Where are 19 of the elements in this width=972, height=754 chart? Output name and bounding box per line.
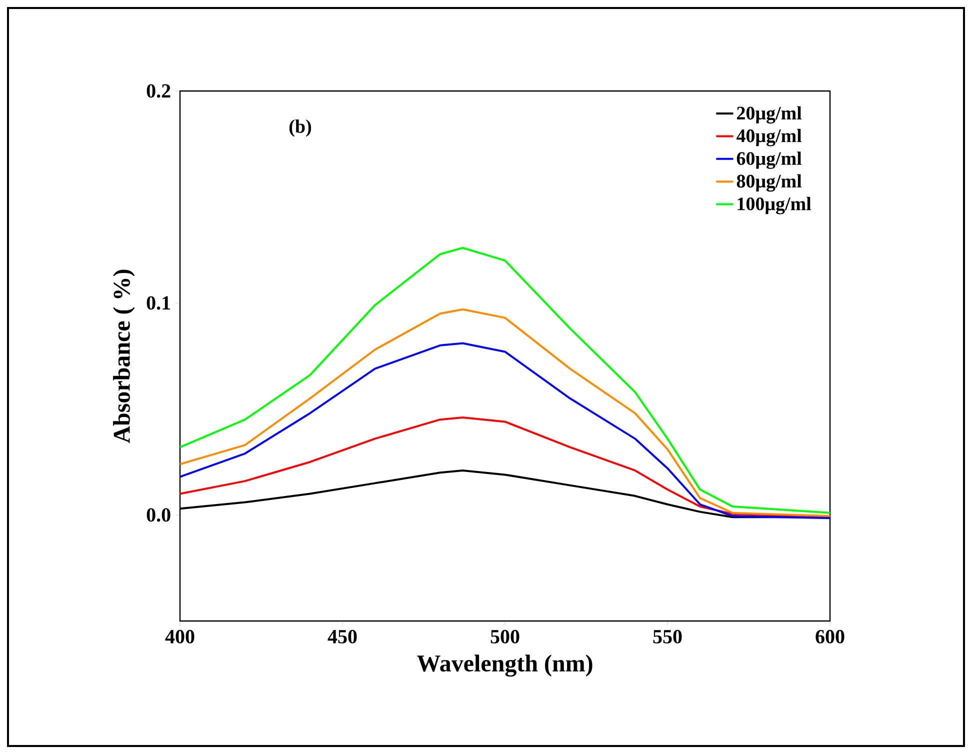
y-tick-label: 0.0 — [146, 508, 170, 522]
x-axis-title: Wavelength (nm) — [417, 654, 592, 677]
legend-label: 60μg/ml — [736, 152, 802, 169]
y-tick-label: 0.1 — [146, 296, 170, 310]
legend-label: 20μg/ml — [737, 106, 802, 124]
legend-label: 80μg/ml — [736, 174, 802, 192]
y-tick-label: 0.2 — [146, 84, 170, 98]
x-tick-label: 450 — [328, 630, 357, 644]
x-tick-label: 600 — [816, 630, 844, 644]
legend-label: 40μg/ml — [736, 128, 802, 146]
legend-label: 100μg/ml — [738, 196, 812, 214]
annotation: (b) — [289, 119, 312, 137]
x-tick-label: 550 — [653, 630, 682, 644]
y-axis-title: Absorbance ( %) — [113, 270, 135, 444]
line-series — [180, 246, 830, 514]
line-series — [180, 308, 830, 518]
x-tick-label: 400 — [165, 630, 194, 644]
line-series — [180, 342, 830, 520]
x-tick-label: 500 — [490, 630, 520, 644]
